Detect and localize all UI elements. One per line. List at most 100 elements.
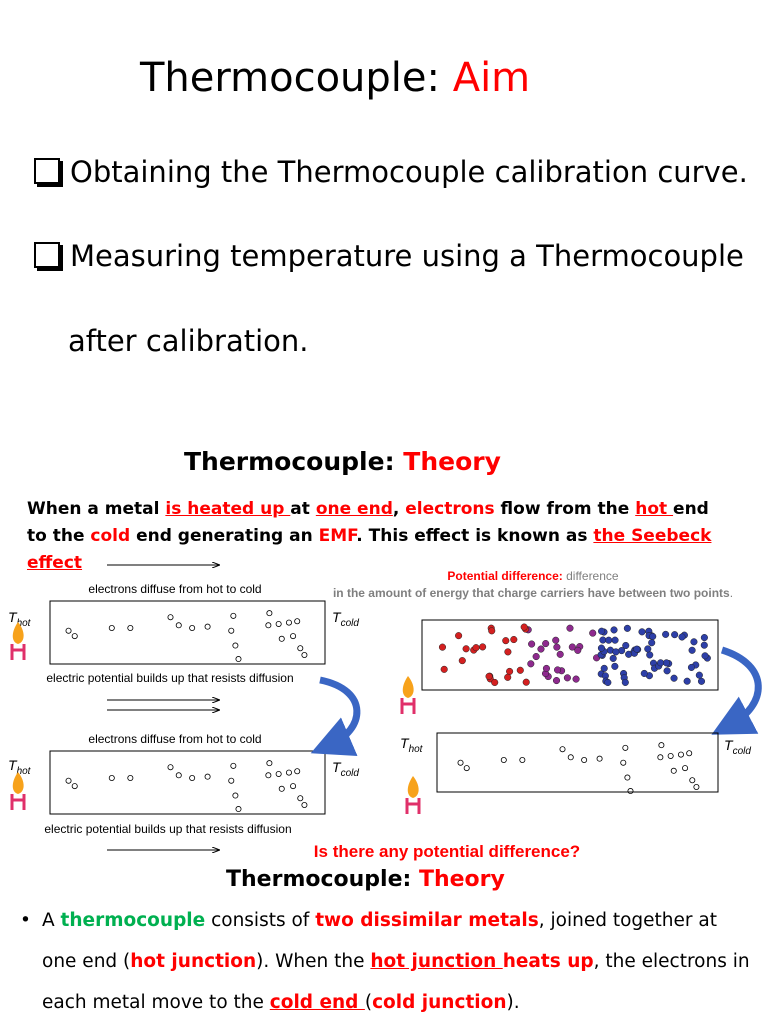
decoration [700, 641, 708, 649]
aim-title: Thermocouple: Aim [140, 55, 530, 101]
decoration [689, 777, 696, 784]
decoration [204, 773, 211, 780]
decoration [622, 641, 630, 650]
theory-title: Thermocouple: Theory [184, 447, 501, 476]
run: thermocouple [60, 910, 206, 931]
decoration [677, 751, 684, 758]
label: electric potential builds up that resist… [46, 671, 293, 685]
decoration [285, 619, 292, 626]
run: end generating an [130, 526, 319, 546]
run: , joined together at one end ( [42, 910, 717, 972]
decoration [522, 678, 530, 686]
decoration [290, 633, 297, 640]
decoration [693, 783, 700, 790]
decoration [678, 633, 686, 641]
run: EMF [318, 526, 357, 546]
decoration [510, 635, 518, 644]
decoration [189, 774, 196, 781]
decoration [167, 764, 174, 771]
decoration [644, 645, 652, 653]
decoration [657, 659, 665, 667]
decoration [686, 750, 693, 757]
run: , the electrons in each metal move to th… [42, 951, 750, 1013]
run: two dissimilar metals [315, 910, 539, 931]
run: one end [315, 499, 393, 519]
decoration [167, 614, 174, 621]
decoration [230, 762, 237, 769]
decoration [232, 642, 239, 649]
decoration [407, 776, 419, 798]
decoration [71, 633, 78, 640]
decoration [290, 783, 297, 790]
decoration [700, 634, 708, 642]
decoration [175, 772, 182, 779]
decoration [554, 666, 562, 674]
decoration [275, 620, 282, 627]
run: is heated up [165, 499, 291, 519]
decoration [682, 765, 689, 772]
decoration [528, 640, 536, 648]
decoration [65, 777, 72, 784]
decoration [491, 678, 499, 687]
decoration [189, 625, 196, 632]
run: hot junction [130, 951, 257, 972]
decoration [697, 677, 706, 685]
decoration [568, 643, 576, 651]
decoration [71, 783, 78, 790]
decoration [455, 632, 463, 640]
aim-item: Obtaining the Thermocouple calibration c… [34, 155, 748, 189]
decoration [127, 774, 134, 781]
decoration [542, 640, 550, 648]
decoration [230, 612, 237, 619]
decoration [405, 798, 421, 814]
decoration [596, 755, 603, 762]
decoration [553, 643, 561, 651]
decoration [504, 673, 512, 681]
decoration [612, 648, 620, 656]
run: ). [506, 992, 520, 1013]
decoration [275, 770, 282, 777]
t-hot: Thot [8, 609, 32, 629]
decoration [623, 624, 631, 632]
decoration [670, 674, 678, 682]
decoration [266, 610, 273, 617]
decoration [566, 624, 574, 632]
title-accent: Theory [403, 447, 501, 476]
item-text: Measuring temperature using a Thermocoup… [70, 239, 744, 273]
decoration [438, 643, 447, 651]
decoration [690, 638, 698, 646]
t-cold: Tcold [724, 737, 751, 757]
decoration [10, 644, 26, 660]
label: electrons diffuse from hot to cold [88, 732, 261, 746]
decoration [627, 788, 634, 795]
decoration [301, 652, 308, 659]
run: heats up [502, 951, 594, 972]
decoration [556, 650, 564, 658]
theory2-paragraph: • A thermocouple consists of two dissimil… [20, 910, 750, 1013]
decoration [108, 774, 115, 781]
decoration [402, 676, 414, 698]
label: electric potential builds up that resist… [44, 822, 291, 836]
run: When a metal [27, 499, 166, 519]
decoration [108, 625, 115, 632]
decoration [624, 774, 631, 781]
t-hot: Thot [8, 757, 32, 777]
decoration [65, 627, 72, 634]
run: hot [635, 499, 674, 519]
decoration [633, 645, 641, 653]
decoration [127, 625, 134, 632]
decoration [265, 622, 272, 629]
decoration [228, 627, 235, 634]
theory-paragraph: When a metal is heated up at one end, el… [27, 496, 732, 577]
potential-note: in the amount of energy that charge carr… [333, 586, 733, 600]
decoration [567, 754, 574, 761]
run: cold [90, 526, 131, 546]
run: electrons [405, 499, 495, 519]
run: ( [364, 992, 373, 1013]
run: hot junction [370, 951, 503, 972]
t-cold: Tcold [332, 759, 359, 779]
decoration [605, 636, 613, 644]
decoration [520, 623, 528, 631]
decoration [552, 636, 560, 644]
